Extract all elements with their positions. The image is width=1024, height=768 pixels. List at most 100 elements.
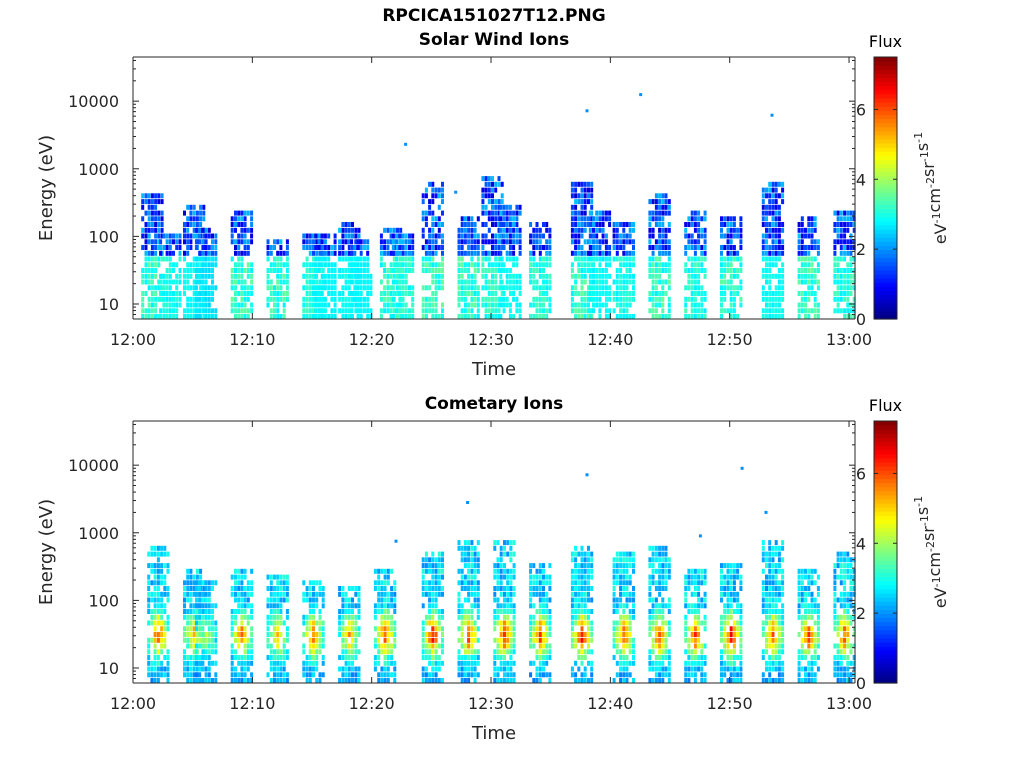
colorbar-segment <box>874 171 897 177</box>
flux-cell <box>484 302 488 308</box>
flux-cell <box>839 296 843 302</box>
flux-cell <box>732 302 736 308</box>
flux-cell <box>404 250 408 256</box>
flux-cell <box>729 314 733 319</box>
flux-cell <box>693 216 697 222</box>
flux-cell <box>583 222 587 227</box>
flux-cell <box>243 233 247 239</box>
colorbar-segment <box>874 73 897 79</box>
flux-cell <box>839 273 843 279</box>
flux-cell <box>693 626 697 632</box>
flux-cell <box>428 268 432 273</box>
flux-cell <box>577 597 581 603</box>
flux-cell <box>632 603 635 609</box>
flux-cell <box>467 649 471 655</box>
flux-cell <box>612 239 616 245</box>
flux-cell <box>661 637 665 643</box>
flux-cell <box>732 655 736 660</box>
flux-cell <box>269 620 273 626</box>
flux-cell <box>658 210 662 216</box>
flux-cell <box>424 239 428 245</box>
flux-cell <box>739 222 743 227</box>
flux-cell <box>720 637 723 643</box>
flux-cell <box>491 181 494 187</box>
flux-cell <box>269 597 273 603</box>
flux-cell <box>726 586 730 591</box>
flux-cell <box>628 614 632 620</box>
flux-cell <box>739 302 743 308</box>
flux-cell <box>761 273 765 279</box>
flux-cell <box>321 620 325 626</box>
flux-cell <box>512 216 516 222</box>
flux-cell <box>246 273 250 279</box>
flux-cell <box>604 302 608 308</box>
flux-cell <box>318 649 322 655</box>
flux-cell <box>849 256 853 262</box>
flux-cell <box>473 568 477 574</box>
flux-cell <box>207 614 211 620</box>
flux-cell <box>797 302 801 308</box>
flux-cell <box>467 273 471 279</box>
flux-cell <box>661 603 665 609</box>
flux-cell <box>269 603 273 609</box>
flux-cell <box>398 268 402 273</box>
flux-cell <box>587 256 590 262</box>
flux-cell <box>323 273 327 279</box>
flux-cell <box>383 666 387 672</box>
flux-cell <box>658 614 662 620</box>
flux-cell <box>765 314 768 319</box>
flux-cell <box>150 302 154 308</box>
flux-cell <box>204 308 208 314</box>
flux-cell <box>487 227 491 233</box>
flux-cell <box>269 279 273 285</box>
flux-cell <box>703 250 707 256</box>
flux-cell <box>849 245 853 250</box>
flux-cell <box>661 308 665 314</box>
flux-cell <box>574 314 578 319</box>
flux-cell <box>693 250 697 256</box>
flux-cell <box>503 632 506 637</box>
flux-cell <box>204 296 208 302</box>
flux-cell <box>338 586 342 591</box>
flux-cell <box>383 302 387 308</box>
flux-cell <box>612 256 616 262</box>
flux-cell <box>505 204 509 210</box>
flux-cell <box>386 649 390 655</box>
flux-cell <box>846 250 850 256</box>
flux-cell <box>183 655 186 660</box>
flux-cell <box>508 210 512 216</box>
flux-cell <box>595 227 599 233</box>
flux-cell <box>269 250 273 256</box>
flux-cell <box>615 597 619 603</box>
flux-cell <box>687 580 691 586</box>
flux-cell <box>625 314 629 319</box>
flux-cell <box>150 672 154 678</box>
flux-cell <box>481 210 485 216</box>
flux-cell <box>583 637 587 643</box>
flux-cell <box>273 672 276 678</box>
flux-cell <box>344 609 348 614</box>
flux-cell <box>700 666 704 672</box>
flux-cell <box>625 222 629 227</box>
flux-cell <box>401 245 405 250</box>
flux-cell <box>186 655 190 660</box>
flux-cell <box>583 557 587 563</box>
flux-cell <box>383 678 387 683</box>
flux-cell <box>359 285 363 291</box>
flux-cell <box>577 551 581 557</box>
flux-cell <box>157 233 161 239</box>
colorbar-units: eV-1cm-2sr-1s-1 <box>912 132 950 244</box>
flux-cell <box>588 308 592 314</box>
flux-cell <box>279 268 283 273</box>
flux-cell <box>849 239 853 245</box>
flux-cell <box>285 239 289 245</box>
flux-cell <box>542 620 545 626</box>
flux-cell <box>493 591 497 597</box>
flux-cell <box>619 574 623 580</box>
flux-cell <box>250 637 254 643</box>
flux-cell <box>246 666 250 672</box>
flux-cell <box>431 620 435 626</box>
flux-cell <box>529 580 533 586</box>
flux-cell <box>279 660 283 666</box>
